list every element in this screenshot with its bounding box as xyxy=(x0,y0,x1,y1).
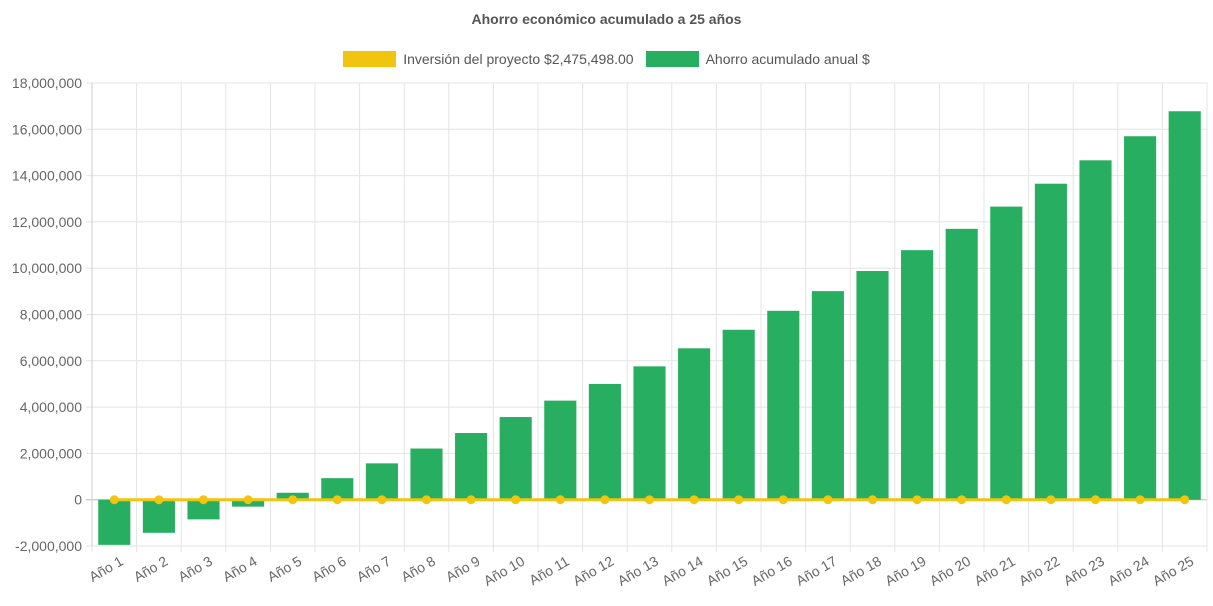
y-tick-label: -2,000,000 xyxy=(15,538,82,554)
x-tick-label: Año 2 xyxy=(131,553,171,585)
x-tick-label: Año 6 xyxy=(309,553,349,585)
bar-ahorro xyxy=(455,433,488,500)
x-tick-label: Año 16 xyxy=(748,553,795,589)
point-inversion xyxy=(243,495,253,505)
point-inversion xyxy=(778,495,788,505)
x-tick-label: Año 7 xyxy=(354,553,394,585)
point-inversion xyxy=(199,495,208,505)
point-inversion xyxy=(823,495,833,505)
bar-ahorro xyxy=(142,499,175,533)
point-inversion xyxy=(1180,495,1190,505)
point-inversion xyxy=(332,495,342,505)
bar-ahorro xyxy=(901,250,934,500)
point-inversion xyxy=(422,495,431,505)
y-tick-label: 10,000,000 xyxy=(12,260,82,276)
bar-ahorro xyxy=(1168,111,1201,500)
bar-ahorro xyxy=(811,291,844,500)
x-tick-label: Año 21 xyxy=(971,553,1018,589)
point-inversion xyxy=(734,495,744,505)
x-tick-label: Año 23 xyxy=(1061,553,1108,589)
point-inversion xyxy=(288,495,298,505)
point-inversion xyxy=(154,495,164,505)
y-tick-label: 2,000,000 xyxy=(20,445,82,461)
bar-ahorro xyxy=(187,499,220,520)
bar-ahorro xyxy=(321,478,354,500)
bar-ahorro xyxy=(499,417,532,500)
y-tick-label: 18,000,000 xyxy=(12,75,82,91)
point-inversion xyxy=(1135,495,1145,505)
x-tick-label: Año 18 xyxy=(838,553,885,589)
bar-ahorro xyxy=(98,499,131,545)
y-tick-label: 6,000,000 xyxy=(20,353,82,369)
point-inversion xyxy=(868,495,877,505)
point-inversion xyxy=(555,495,565,505)
point-inversion xyxy=(1046,495,1056,505)
x-tick-label: Año 19 xyxy=(882,553,929,589)
point-inversion xyxy=(689,495,699,505)
point-inversion xyxy=(1091,495,1100,505)
point-inversion xyxy=(109,495,119,505)
legend-item-ahorro[interactable]: Ahorro acumulado anual $ xyxy=(645,51,870,67)
x-tick-label: Año 22 xyxy=(1016,553,1063,589)
bar-ahorro xyxy=(1124,136,1157,500)
bar-ahorro xyxy=(410,448,443,500)
bar-ahorro xyxy=(365,463,398,500)
x-tick-label: Año 24 xyxy=(1105,553,1152,589)
x-tick-label: Año 13 xyxy=(615,553,662,589)
bar-ahorro xyxy=(767,310,800,500)
bar-ahorro xyxy=(1034,183,1067,500)
point-inversion xyxy=(957,495,967,505)
bar-ahorro xyxy=(990,206,1023,500)
legend-label-inversion: Inversión del proyecto $2,475,498.00 xyxy=(403,51,634,67)
bar-ahorro xyxy=(722,329,755,500)
x-tick-label: Año 3 xyxy=(175,553,215,585)
point-inversion xyxy=(466,495,476,505)
x-tick-label: Año 1 xyxy=(86,553,126,585)
bar-ahorro xyxy=(945,228,978,500)
y-tick-label: 14,000,000 xyxy=(12,168,82,184)
x-tick-label: Año 5 xyxy=(265,553,305,585)
y-tick-label: 16,000,000 xyxy=(12,121,82,137)
point-inversion xyxy=(600,495,610,505)
y-tick-label: 8,000,000 xyxy=(20,307,82,323)
x-tick-label: Año 12 xyxy=(570,553,617,589)
legend-swatch-ahorro xyxy=(645,51,699,67)
point-inversion xyxy=(912,495,922,505)
x-tick-label: Año 17 xyxy=(793,553,840,589)
x-tick-label: Año 10 xyxy=(481,553,528,589)
chart-title: Ahorro económico acumulado a 25 años xyxy=(471,11,742,27)
y-tick-label: 12,000,000 xyxy=(12,214,82,230)
bar-ahorro xyxy=(544,400,577,500)
bar-ahorro xyxy=(678,348,711,500)
y-tick-label: 4,000,000 xyxy=(20,399,82,415)
point-inversion xyxy=(511,495,521,505)
x-tick-label: Año 25 xyxy=(1150,553,1197,589)
x-tick-label: Año 15 xyxy=(704,553,751,589)
bar-ahorro xyxy=(588,383,621,500)
x-tick-label: Año 11 xyxy=(526,553,572,589)
x-tick-label: Año 9 xyxy=(443,553,483,585)
bar-ahorro xyxy=(856,270,889,500)
legend-swatch-inversion xyxy=(343,51,397,67)
x-tick-label: Año 4 xyxy=(220,553,260,585)
bar-ahorro xyxy=(633,366,666,500)
y-tick-label: 0 xyxy=(74,492,82,508)
legend-label-ahorro: Ahorro acumulado anual $ xyxy=(705,51,870,67)
legend-item-inversion[interactable]: Inversión del proyecto $2,475,498.00 xyxy=(343,51,634,67)
point-inversion xyxy=(645,495,654,505)
chart-legend: Inversión del proyecto $2,475,498.00 Aho… xyxy=(0,51,1213,67)
bar-ahorro xyxy=(1079,160,1112,500)
x-tick-label: Año 8 xyxy=(398,553,438,585)
x-tick-label: Año 20 xyxy=(927,553,974,589)
x-tick-label: Año 14 xyxy=(659,553,706,589)
point-inversion xyxy=(1001,495,1011,505)
point-inversion xyxy=(377,495,387,505)
